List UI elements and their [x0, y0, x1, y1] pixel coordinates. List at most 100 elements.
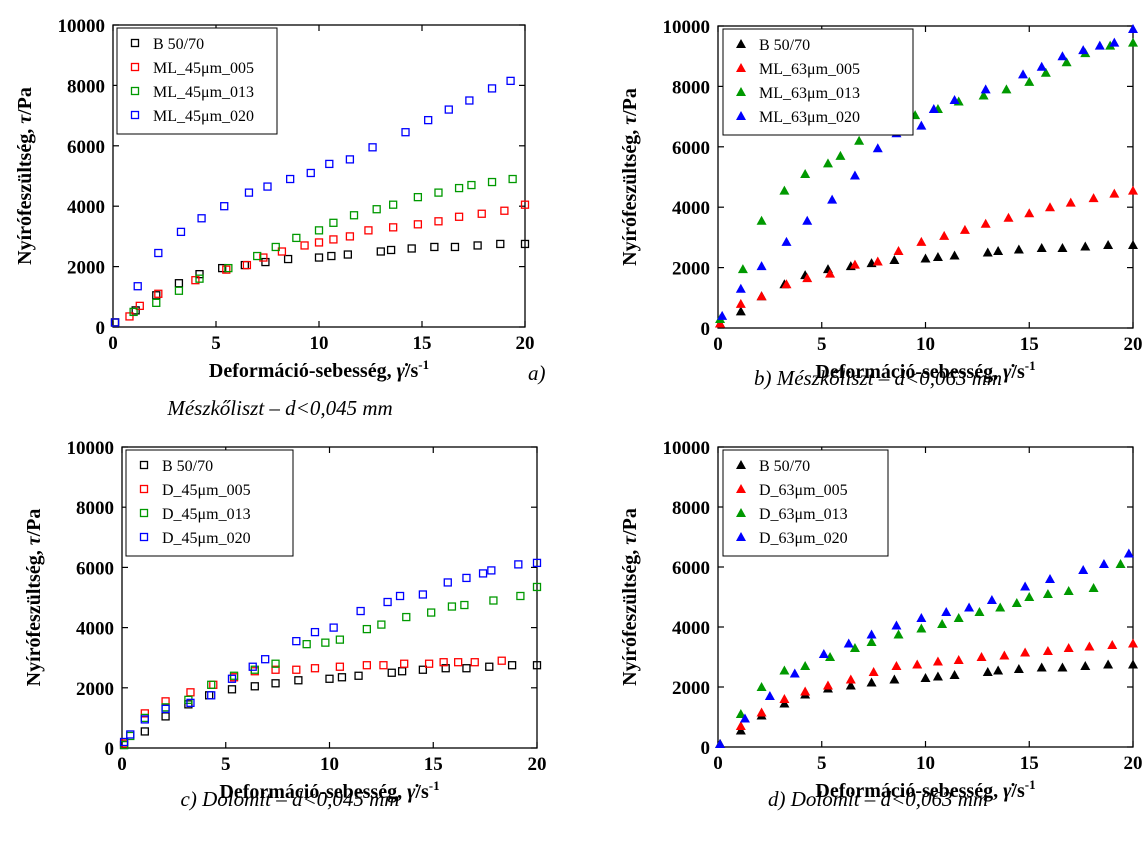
chart-panel-3: 0 5 10 15 20 0 2000 4000 6000 8000 10000 Deformáció…	[23, 438, 547, 811]
data-point	[912, 659, 923, 669]
legend-label: ML_63μm_013	[759, 85, 860, 102]
data-point	[1020, 581, 1031, 591]
y-tick-label: 8000	[76, 498, 114, 519]
x-tick-label: 15	[1020, 334, 1039, 355]
data-point	[1065, 197, 1076, 207]
legend-label: D_45μm_013	[162, 506, 251, 523]
data-point	[1109, 188, 1120, 198]
data-point	[822, 680, 833, 690]
y-tick-label: 10000	[663, 438, 711, 459]
data-point	[129, 307, 138, 317]
data-point	[756, 682, 767, 691]
data-point	[715, 318, 726, 328]
data-point	[789, 668, 800, 678]
data-point	[277, 247, 287, 256]
data-point	[1024, 208, 1035, 218]
data-point	[735, 721, 746, 730]
data-point	[259, 253, 268, 262]
data-point	[389, 200, 398, 209]
data-point	[207, 680, 216, 689]
data-point	[271, 665, 280, 674]
data-point	[1115, 559, 1126, 568]
data-point	[756, 291, 767, 301]
data-point	[1013, 244, 1024, 254]
data-point	[1057, 662, 1068, 672]
data-point	[1128, 659, 1138, 669]
data-point	[345, 232, 355, 241]
series-3	[715, 559, 1126, 748]
data-point	[1042, 589, 1053, 598]
y-axis-title-main: Nyírófeszültség,	[14, 124, 36, 265]
data-point	[154, 289, 163, 298]
data-point	[1003, 212, 1014, 222]
data-point	[424, 115, 433, 125]
data-point	[1107, 640, 1118, 649]
data-point	[292, 233, 301, 243]
data-point	[916, 623, 927, 633]
data-point	[354, 671, 363, 680]
data-point	[1063, 643, 1074, 652]
x-tick-label: 0	[713, 334, 723, 355]
x-axis-title-exponent: -1	[1025, 358, 1036, 373]
data-point	[294, 676, 303, 685]
data-point	[401, 128, 410, 137]
data-point	[386, 245, 396, 255]
data-point	[868, 667, 879, 676]
series-4	[110, 76, 515, 327]
legend-marker	[736, 111, 746, 120]
y-axis-title-main: Nyírófeszültség,	[23, 545, 45, 686]
data-point	[514, 560, 523, 569]
x-tick-label: 5	[211, 333, 221, 354]
data-point	[227, 674, 237, 683]
data-point	[250, 682, 259, 691]
x-axis-title-unit: /s	[404, 360, 419, 382]
data-point	[314, 226, 324, 235]
x-tick-label: 5	[817, 334, 827, 355]
data-point	[478, 569, 488, 578]
series-1	[715, 659, 1138, 748]
data-point	[161, 712, 170, 721]
data-point	[327, 251, 336, 261]
x-tick-label: 10	[916, 753, 935, 774]
data-point	[133, 282, 142, 291]
data-point	[152, 298, 161, 307]
data-point	[224, 263, 233, 273]
legend-label: D_63μm_013	[759, 506, 848, 523]
data-point	[439, 658, 448, 667]
data-point	[849, 259, 860, 269]
data-point	[800, 168, 811, 178]
series-3	[110, 174, 517, 327]
data-point	[337, 673, 347, 682]
data-point	[227, 685, 237, 694]
legend-marker	[736, 508, 746, 517]
data-point	[827, 194, 838, 204]
legend-label: D_63μm_005	[759, 482, 848, 499]
legend-marker	[736, 484, 746, 493]
legend-box	[722, 28, 914, 136]
legend-label: B 50/70	[759, 458, 810, 475]
data-point	[779, 185, 790, 195]
data-point	[362, 624, 372, 634]
data-point	[209, 680, 218, 689]
data-point	[520, 200, 530, 209]
data-point	[418, 665, 428, 674]
data-point	[321, 638, 330, 647]
data-point	[845, 680, 856, 690]
y-tick-label: 6000	[76, 558, 114, 579]
data-point	[854, 135, 865, 145]
data-point	[434, 188, 443, 197]
data-point	[283, 254, 293, 264]
data-point	[343, 250, 352, 259]
data-point	[135, 301, 144, 311]
data-point	[1084, 641, 1095, 651]
y-tick-label: 6000	[672, 558, 710, 579]
data-point	[427, 608, 436, 617]
data-point	[395, 591, 405, 601]
data-point	[387, 668, 396, 677]
data-point	[872, 256, 883, 266]
data-point	[986, 595, 997, 604]
data-point	[1045, 202, 1055, 212]
data-point	[1042, 646, 1053, 655]
data-point	[978, 90, 989, 100]
data-point	[1123, 548, 1134, 558]
